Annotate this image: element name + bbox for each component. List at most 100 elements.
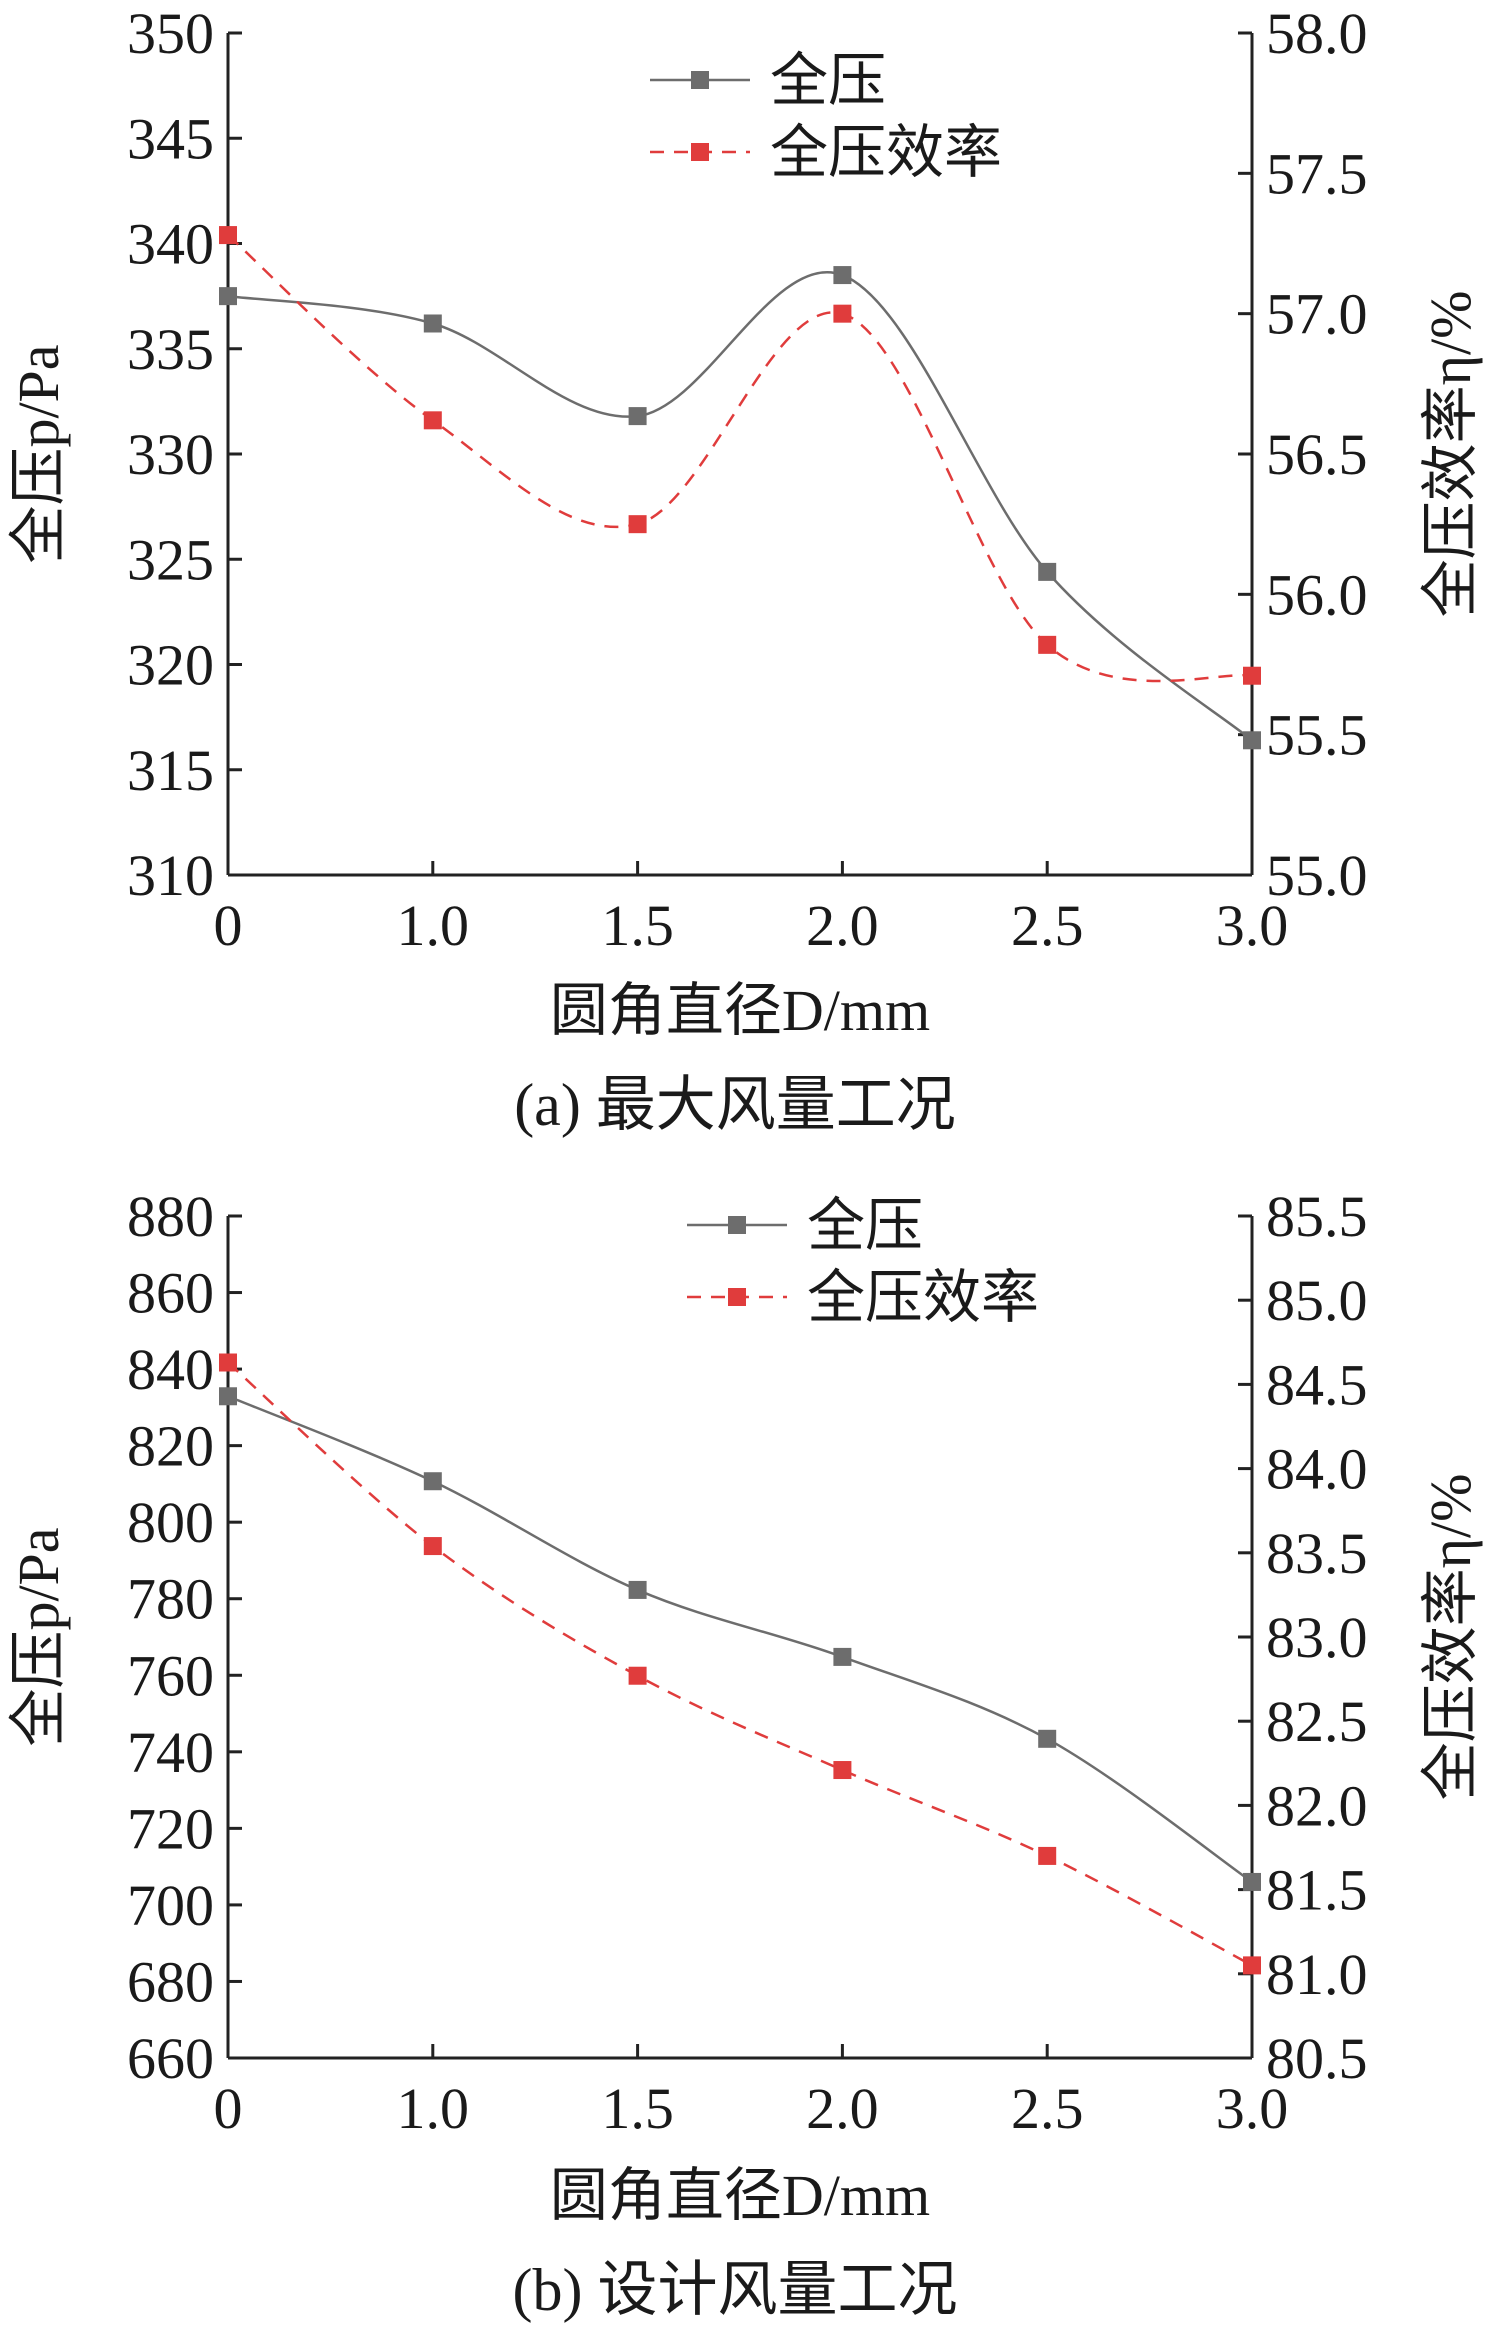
left-tick-label: 320: [127, 633, 214, 698]
x-tick-label: 1.5: [601, 893, 674, 958]
x-tick-label: 2.0: [806, 893, 879, 958]
left-tick-label: 740: [127, 1720, 214, 1785]
x-tick-label: 0: [214, 893, 243, 958]
legend-label: 全压: [807, 1193, 923, 1258]
legend-label: 全压效率: [770, 120, 1002, 185]
left-tick-label: 315: [127, 738, 214, 803]
x-tick-label: 0: [214, 2076, 243, 2141]
data-point: [423, 1537, 442, 1556]
left-tick-label: 680: [127, 1949, 214, 2014]
right-tick-label: 83.5: [1266, 1521, 1368, 1586]
series-line: [227, 234, 1253, 683]
legend-marker: [728, 1288, 746, 1306]
right-tick-label: 57.5: [1266, 141, 1368, 206]
left-tick-label: 800: [127, 1490, 214, 1555]
left-tick-label: 325: [127, 527, 214, 592]
series-line: [227, 271, 1253, 742]
right-tick-label: 83.0: [1266, 1605, 1368, 1670]
y-axis-right-label: 全压效率η/%: [1418, 291, 1483, 618]
left-tick-label: 330: [127, 422, 214, 487]
data-point: [423, 411, 442, 430]
right-tick-label: 57.0: [1266, 282, 1368, 347]
right-tick-label: 56.5: [1266, 422, 1368, 487]
data-point: [1243, 1956, 1261, 1975]
x-axis-label: 圆角直径D/mm: [550, 2163, 930, 2228]
chart-caption: (b) 设计风量工况: [513, 2257, 958, 2323]
right-tick-label: 80.5: [1266, 2026, 1368, 2091]
left-tick-label: 310: [127, 843, 214, 908]
right-tick-label: 84.0: [1266, 1437, 1368, 1502]
y-axis-right-label: 全压效率η/%: [1418, 1474, 1483, 1801]
left-tick-label: 660: [127, 2026, 214, 2091]
data-point: [628, 515, 647, 534]
data-point: [1243, 1872, 1261, 1891]
legend-marker: [691, 71, 709, 89]
x-tick-label: 3.0: [1216, 2076, 1289, 2141]
series-line: [227, 1395, 1253, 1883]
left-tick-label: 350: [127, 1, 214, 66]
y-axis-left-label: 全压p/Pa: [6, 1527, 71, 1746]
left-tick-label: 335: [127, 317, 214, 382]
x-tick-label: 2.0: [806, 2076, 879, 2141]
right-tick-label: 81.5: [1266, 1858, 1368, 1923]
x-tick-label: 1.0: [397, 893, 470, 958]
series-line: [227, 1361, 1253, 1967]
data-point: [628, 407, 647, 426]
right-tick-label: 82.5: [1266, 1689, 1368, 1754]
data-point: [1243, 666, 1261, 685]
data-point: [628, 1666, 647, 1685]
legend-marker: [691, 143, 709, 161]
x-tick-label: 3.0: [1216, 893, 1289, 958]
right-tick-label: 55.0: [1266, 843, 1368, 908]
left-tick-label: 820: [127, 1414, 214, 1479]
series-efficiency: [219, 1353, 1261, 1975]
right-tick-label: 84.5: [1266, 1352, 1368, 1417]
data-point: [423, 1472, 442, 1491]
chart-a: 310 315 320 325 330 335 340 345 350 55.0 55.5 56.0 5…: [6, 1, 1483, 1138]
data-point: [833, 266, 852, 285]
data-point: [219, 226, 237, 245]
data-point: [1038, 635, 1057, 654]
left-tick-label: 720: [127, 1796, 214, 1861]
right-tick-label: 56.0: [1266, 562, 1368, 627]
data-point: [833, 1647, 852, 1666]
series-total-pressure: [219, 266, 1261, 750]
data-point: [1243, 731, 1261, 750]
data-point: [219, 1387, 237, 1406]
right-tick-label: 85.5: [1266, 1184, 1368, 1249]
chart-caption: (a) 最大风量工况: [514, 1072, 956, 1138]
data-point: [833, 304, 852, 323]
left-tick-label: 860: [127, 1261, 214, 1326]
left-tick-label: 880: [127, 1184, 214, 1249]
data-point: [1038, 562, 1057, 581]
data-point: [833, 1761, 852, 1780]
x-axis-label: 圆角直径D/mm: [550, 978, 930, 1043]
right-tick-label: 58.0: [1266, 1, 1368, 66]
x-tick-label: 1.0: [397, 2076, 470, 2141]
legend-marker: [728, 1216, 746, 1234]
legend-label: 全压效率: [807, 1265, 1039, 1330]
left-tick-label: 700: [127, 1873, 214, 1938]
left-tick-label: 760: [127, 1643, 214, 1708]
left-tick-label: 345: [127, 106, 214, 171]
data-point: [1038, 1846, 1057, 1865]
right-tick-label: 85.0: [1266, 1268, 1368, 1333]
right-tick-label: 55.5: [1266, 703, 1368, 768]
data-point: [628, 1580, 647, 1599]
series-total-pressure: [219, 1387, 1261, 1891]
legend-label: 全压: [770, 48, 886, 113]
series-efficiency: [219, 226, 1261, 685]
x-tick-label: 2.5: [1011, 893, 1084, 958]
left-tick-label: 840: [127, 1337, 214, 1402]
left-tick-label: 780: [127, 1567, 214, 1632]
data-point: [219, 1353, 237, 1372]
data-point: [219, 287, 237, 306]
left-tick-label: 340: [127, 212, 214, 277]
right-tick-label: 81.0: [1266, 1942, 1368, 2007]
chart-b: 660 680 700 720 740 760 780 800 820 840 860 880 80.5…: [6, 1184, 1483, 2323]
right-tick-label: 82.0: [1266, 1773, 1368, 1838]
x-tick-label: 1.5: [601, 2076, 674, 2141]
y-axis-left-label: 全压p/Pa: [6, 344, 71, 563]
x-tick-label: 2.5: [1011, 2076, 1084, 2141]
